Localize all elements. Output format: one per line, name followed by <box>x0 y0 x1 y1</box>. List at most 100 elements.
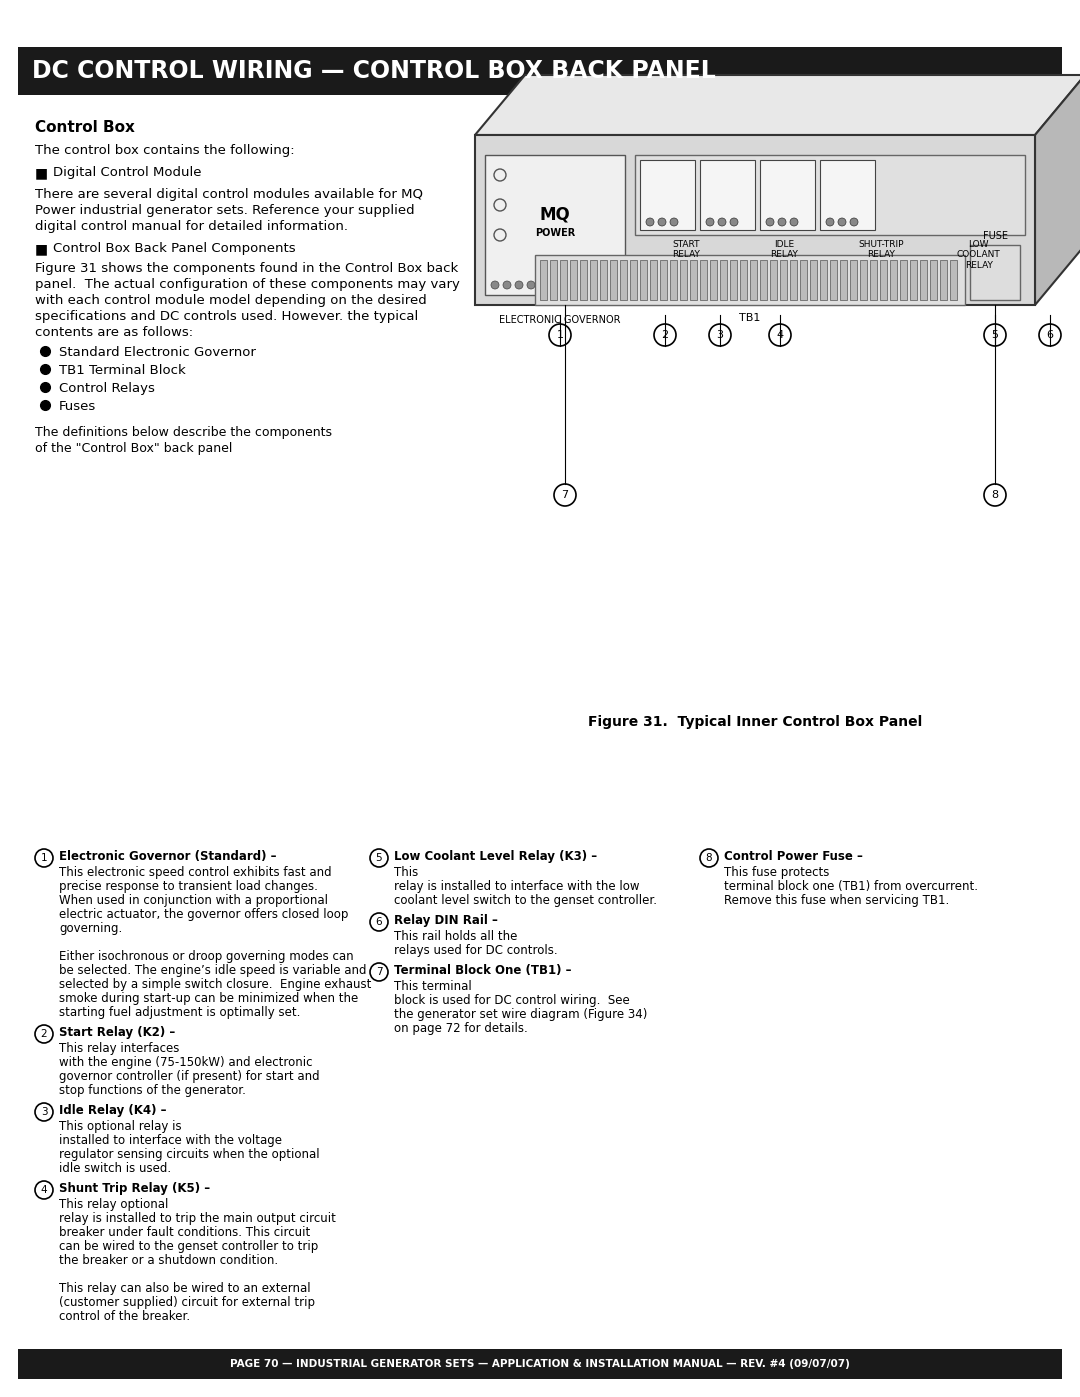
FancyBboxPatch shape <box>570 260 577 300</box>
FancyBboxPatch shape <box>760 161 815 231</box>
FancyBboxPatch shape <box>740 260 747 300</box>
Circle shape <box>563 281 571 289</box>
Text: 8: 8 <box>705 854 713 863</box>
Text: Standard Electronic Governor: Standard Electronic Governor <box>59 346 256 359</box>
Circle shape <box>706 218 714 226</box>
FancyBboxPatch shape <box>820 161 875 231</box>
Text: MQ: MQ <box>540 205 570 224</box>
FancyBboxPatch shape <box>700 260 707 300</box>
Text: There are several digital control modules available for MQ: There are several digital control module… <box>35 189 423 201</box>
Text: the breaker or a shutdown condition.: the breaker or a shutdown condition. <box>59 1255 279 1267</box>
FancyBboxPatch shape <box>860 260 867 300</box>
Text: Power industrial generator sets. Reference your supplied: Power industrial generator sets. Referen… <box>35 204 415 217</box>
FancyBboxPatch shape <box>535 256 966 305</box>
Text: START
RELAY: START RELAY <box>673 240 700 260</box>
Text: When used in conjunction with a proportional: When used in conjunction with a proporti… <box>59 894 328 907</box>
Text: relay is installed to trip the main output circuit: relay is installed to trip the main outp… <box>59 1213 336 1225</box>
FancyBboxPatch shape <box>610 260 617 300</box>
Text: panel.  The actual configuration of these components may vary: panel. The actual configuration of these… <box>35 278 460 291</box>
FancyBboxPatch shape <box>700 161 755 231</box>
Text: LOW
COOLANT
RELAY: LOW COOLANT RELAY <box>957 240 1001 270</box>
Text: The definitions below describe the components: The definitions below describe the compo… <box>35 426 332 439</box>
Text: with the engine (75-150kW) and electronic: with the engine (75-150kW) and electroni… <box>59 1056 312 1069</box>
Text: (customer supplied) circuit for external trip: (customer supplied) circuit for external… <box>59 1296 315 1309</box>
FancyBboxPatch shape <box>670 260 677 300</box>
Text: This relay optional: This relay optional <box>59 1199 168 1211</box>
Text: installed to interface with the voltage: installed to interface with the voltage <box>59 1134 282 1147</box>
FancyBboxPatch shape <box>640 161 696 231</box>
Text: governing.: governing. <box>59 922 122 935</box>
Text: regulator sensing circuits when the optional: regulator sensing circuits when the opti… <box>59 1148 320 1161</box>
Text: governor controller (if present) for start and: governor controller (if present) for sta… <box>59 1070 320 1083</box>
Text: 7: 7 <box>376 967 382 977</box>
Text: precise response to transient load changes.: precise response to transient load chang… <box>59 880 318 893</box>
Text: 1: 1 <box>41 854 48 863</box>
Text: 8: 8 <box>991 490 999 500</box>
Circle shape <box>515 281 523 289</box>
Text: 5: 5 <box>376 854 382 863</box>
FancyBboxPatch shape <box>900 260 907 300</box>
Circle shape <box>850 218 858 226</box>
Text: contents are as follows:: contents are as follows: <box>35 326 193 339</box>
FancyBboxPatch shape <box>660 260 667 300</box>
FancyBboxPatch shape <box>540 260 546 300</box>
Circle shape <box>539 281 546 289</box>
Text: block is used for DC control wiring.  See: block is used for DC control wiring. See <box>394 995 630 1007</box>
FancyBboxPatch shape <box>850 260 858 300</box>
Text: The control box contains the following:: The control box contains the following: <box>35 144 295 156</box>
FancyBboxPatch shape <box>920 260 927 300</box>
FancyBboxPatch shape <box>910 260 917 300</box>
Circle shape <box>575 281 583 289</box>
Circle shape <box>551 281 559 289</box>
Text: 2: 2 <box>41 1030 48 1039</box>
Text: Control Box: Control Box <box>35 120 135 136</box>
Text: 5: 5 <box>991 330 999 339</box>
FancyBboxPatch shape <box>580 260 588 300</box>
FancyBboxPatch shape <box>720 260 727 300</box>
FancyBboxPatch shape <box>561 260 567 300</box>
FancyBboxPatch shape <box>760 260 767 300</box>
Text: 3: 3 <box>716 330 724 339</box>
Circle shape <box>838 218 846 226</box>
FancyBboxPatch shape <box>970 244 1020 300</box>
Circle shape <box>503 281 511 289</box>
Circle shape <box>826 218 834 226</box>
FancyBboxPatch shape <box>810 260 816 300</box>
Text: Low Coolant Level Relay (K3) –: Low Coolant Level Relay (K3) – <box>394 849 597 863</box>
Text: Idle Relay (K4) –: Idle Relay (K4) – <box>59 1104 166 1118</box>
FancyBboxPatch shape <box>789 260 797 300</box>
Text: Figure 31.  Typical Inner Control Box Panel: Figure 31. Typical Inner Control Box Pan… <box>588 715 922 729</box>
FancyBboxPatch shape <box>600 260 607 300</box>
Circle shape <box>718 218 726 226</box>
Text: SHUT-TRIP
RELAY: SHUT-TRIP RELAY <box>859 240 904 260</box>
Text: 2: 2 <box>661 330 669 339</box>
Text: DC CONTROL WIRING — CONTROL BOX BACK PANEL: DC CONTROL WIRING — CONTROL BOX BACK PAN… <box>32 59 716 82</box>
Circle shape <box>588 281 595 289</box>
FancyBboxPatch shape <box>770 260 777 300</box>
FancyBboxPatch shape <box>630 260 637 300</box>
Circle shape <box>658 218 666 226</box>
FancyBboxPatch shape <box>635 155 1025 235</box>
Text: ■: ■ <box>35 242 49 256</box>
Text: terminal block one (TB1) from overcurrent.: terminal block one (TB1) from overcurren… <box>724 880 978 893</box>
FancyBboxPatch shape <box>870 260 877 300</box>
Text: TB1: TB1 <box>740 313 760 323</box>
Text: This fuse protects: This fuse protects <box>724 866 829 879</box>
Text: FUSE: FUSE <box>983 231 1008 242</box>
Circle shape <box>766 218 774 226</box>
Text: TB1 Terminal Block: TB1 Terminal Block <box>59 365 186 377</box>
Circle shape <box>789 218 798 226</box>
FancyBboxPatch shape <box>780 260 787 300</box>
Text: ELECTRONIC GOVERNOR: ELECTRONIC GOVERNOR <box>499 314 621 326</box>
Circle shape <box>491 281 499 289</box>
Text: POWER: POWER <box>535 228 576 237</box>
FancyBboxPatch shape <box>710 260 717 300</box>
Circle shape <box>646 218 654 226</box>
Text: be selected. The engine’s idle speed is variable and: be selected. The engine’s idle speed is … <box>59 964 366 977</box>
FancyBboxPatch shape <box>831 260 837 300</box>
Text: selected by a simple switch closure.  Engine exhaust: selected by a simple switch closure. Eng… <box>59 978 372 990</box>
Circle shape <box>599 281 607 289</box>
FancyBboxPatch shape <box>475 136 1035 305</box>
Text: Control Box Back Panel Components: Control Box Back Panel Components <box>53 242 296 256</box>
FancyBboxPatch shape <box>820 260 827 300</box>
